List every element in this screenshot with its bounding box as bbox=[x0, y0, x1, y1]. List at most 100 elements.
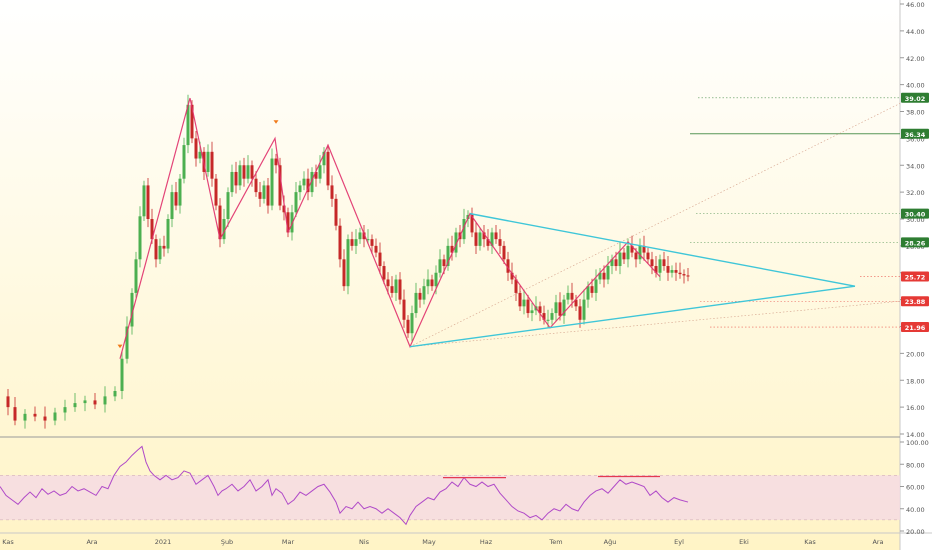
candle-body bbox=[482, 232, 486, 240]
candle-body bbox=[474, 232, 478, 246]
candle-body bbox=[642, 245, 646, 253]
triangle-lower-line bbox=[409, 285, 856, 348]
candle-body bbox=[674, 270, 678, 273]
candle-body bbox=[606, 266, 610, 280]
y-tick-label-2: 18.00 bbox=[906, 377, 925, 385]
candle-body bbox=[120, 358, 124, 391]
price-level-label-3: 28.26 bbox=[905, 239, 926, 247]
price-level-label-2: 30.40 bbox=[905, 211, 926, 219]
candle-body bbox=[650, 259, 654, 267]
signal-arrow-icon-0 bbox=[117, 344, 123, 349]
candle-body bbox=[538, 306, 542, 314]
candle-body bbox=[670, 270, 674, 273]
candle-body bbox=[306, 178, 310, 193]
candle-body bbox=[242, 165, 246, 179]
y-tick-label-0: 14.00 bbox=[906, 431, 925, 439]
price-level-badge-1 bbox=[901, 128, 929, 139]
y-tick-label-9: 32.00 bbox=[906, 189, 925, 197]
y-tick-label-14: 42.00 bbox=[906, 55, 925, 63]
candle-body bbox=[634, 252, 638, 260]
candle-body bbox=[582, 299, 586, 320]
x-axis-label-5: Nis bbox=[359, 538, 370, 546]
projection-line-1 bbox=[409, 300, 901, 347]
candle-body bbox=[434, 272, 438, 287]
y-tick-label-1: 16.00 bbox=[906, 404, 925, 412]
candle-body bbox=[266, 185, 270, 206]
candle-body bbox=[326, 151, 330, 186]
candle-body bbox=[574, 299, 578, 307]
candle-body bbox=[350, 239, 354, 246]
candle-body bbox=[174, 192, 178, 206]
price-level-badge-0 bbox=[901, 92, 929, 103]
candle-body bbox=[73, 403, 77, 408]
candle-body bbox=[530, 310, 534, 314]
candle-body bbox=[43, 416, 47, 421]
candle-body bbox=[450, 245, 454, 253]
x-axis-label-4: Mar bbox=[282, 538, 295, 546]
candle-body bbox=[374, 245, 378, 253]
candle-body bbox=[426, 279, 430, 287]
candle-body bbox=[294, 192, 298, 213]
x-axis-label-13: Ara bbox=[872, 538, 883, 546]
candle-body bbox=[178, 178, 182, 206]
candle-body bbox=[230, 171, 234, 193]
candle-body bbox=[678, 272, 682, 275]
candle-body bbox=[182, 145, 186, 179]
candle-body bbox=[170, 192, 174, 219]
candle-body bbox=[454, 232, 458, 253]
candle-body bbox=[686, 275, 690, 277]
candle-body bbox=[125, 326, 129, 359]
candle-body bbox=[630, 245, 634, 253]
candle-body bbox=[130, 292, 134, 327]
candle-body bbox=[354, 239, 358, 246]
candle-body bbox=[33, 413, 37, 417]
x-axis-label-10: Eyl bbox=[674, 538, 684, 546]
candle-body bbox=[662, 259, 666, 267]
y-tick-label-13: 40.00 bbox=[906, 82, 925, 90]
y-tick-label-16: 46.00 bbox=[906, 1, 925, 9]
y-tick-label-8: 30.00 bbox=[906, 216, 925, 224]
candle-body bbox=[386, 279, 390, 287]
candle-body bbox=[198, 151, 202, 159]
candle-body bbox=[578, 306, 582, 320]
candle-body bbox=[246, 165, 250, 179]
candle-body bbox=[150, 219, 154, 240]
candle-body bbox=[338, 225, 342, 260]
candle-body bbox=[610, 259, 614, 267]
candle-body bbox=[250, 165, 254, 179]
y-tick-label-10: 34.00 bbox=[906, 162, 925, 170]
candle-body bbox=[654, 266, 658, 273]
price-level-label-6: 21.96 bbox=[905, 324, 926, 332]
projection-line-0 bbox=[409, 103, 901, 347]
candle-body bbox=[618, 252, 622, 267]
candle-body bbox=[210, 151, 214, 179]
candle-body bbox=[566, 292, 570, 300]
candle-body bbox=[470, 214, 474, 233]
candle-body bbox=[166, 219, 170, 249]
price-level-label-5: 23.88 bbox=[905, 298, 926, 306]
rsi-tick-label-3: 80.00 bbox=[906, 461, 925, 469]
candle-body bbox=[222, 219, 226, 240]
rsi-tick-label-2: 60.00 bbox=[906, 484, 925, 492]
candle-body bbox=[586, 286, 590, 300]
x-axis-label-11: Eki bbox=[739, 538, 749, 546]
candle-body bbox=[438, 259, 442, 273]
candle-body bbox=[302, 178, 306, 186]
candle-body bbox=[358, 232, 362, 240]
candle-body bbox=[614, 259, 618, 267]
rsi-band bbox=[0, 475, 900, 520]
candle-body bbox=[138, 216, 142, 260]
candle-body bbox=[190, 104, 194, 139]
candle-body bbox=[410, 313, 414, 334]
candle-body bbox=[270, 158, 274, 206]
rsi-tick-label-0: 20.00 bbox=[906, 528, 925, 536]
candle-body bbox=[134, 259, 138, 293]
candle-body bbox=[258, 192, 262, 199]
candle-body bbox=[13, 407, 17, 421]
price-level-badge-2 bbox=[901, 208, 929, 219]
candle-body bbox=[206, 151, 210, 172]
price-level-badge-6 bbox=[901, 322, 929, 333]
candle-body bbox=[314, 171, 318, 179]
candle-body bbox=[446, 245, 450, 267]
